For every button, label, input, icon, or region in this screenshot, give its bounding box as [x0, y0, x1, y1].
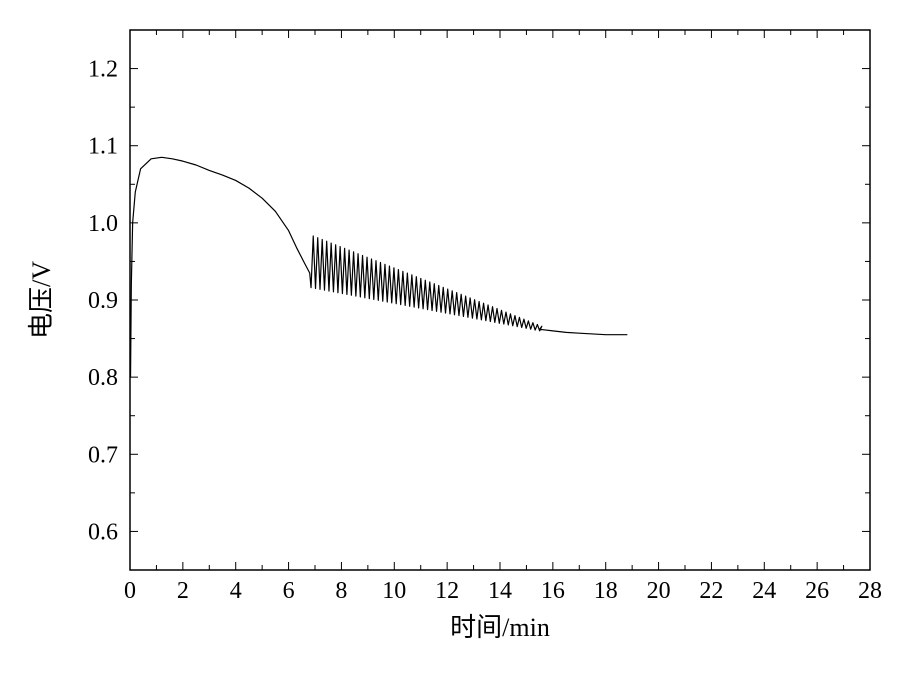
y-tick-label: 1.2: [88, 57, 118, 83]
plot-frame: [130, 30, 870, 570]
y-tick-label: 0.9: [88, 288, 118, 314]
x-tick-label: 12: [435, 578, 459, 604]
data-line: [131, 157, 627, 377]
x-axis-label: 时间/min: [450, 613, 550, 642]
x-tick-label: 2: [177, 578, 189, 604]
x-tick-label: 10: [382, 578, 406, 604]
x-tick-label: 28: [858, 578, 882, 604]
y-axis-label: 电压/V: [27, 261, 56, 339]
x-tick-label: 18: [594, 578, 618, 604]
chart-svg: 02468101214161820222426280.60.70.80.91.0…: [0, 0, 916, 686]
y-tick-label: 0.8: [88, 365, 118, 391]
chart-container: 02468101214161820222426280.60.70.80.91.0…: [0, 0, 916, 686]
y-tick-label: 1.1: [88, 134, 118, 160]
x-tick-label: 22: [699, 578, 723, 604]
y-tick-label: 0.7: [88, 442, 118, 468]
x-tick-label: 16: [541, 578, 565, 604]
y-tick-label: 1.0: [88, 211, 118, 237]
x-tick-label: 6: [283, 578, 295, 604]
y-tick-label: 0.6: [88, 519, 118, 545]
x-tick-label: 4: [230, 578, 242, 604]
x-tick-label: 14: [488, 578, 512, 604]
x-tick-label: 8: [335, 578, 347, 604]
x-tick-label: 24: [752, 578, 776, 604]
x-tick-label: 20: [647, 578, 671, 604]
x-tick-label: 26: [805, 578, 829, 604]
x-tick-label: 0: [124, 578, 136, 604]
